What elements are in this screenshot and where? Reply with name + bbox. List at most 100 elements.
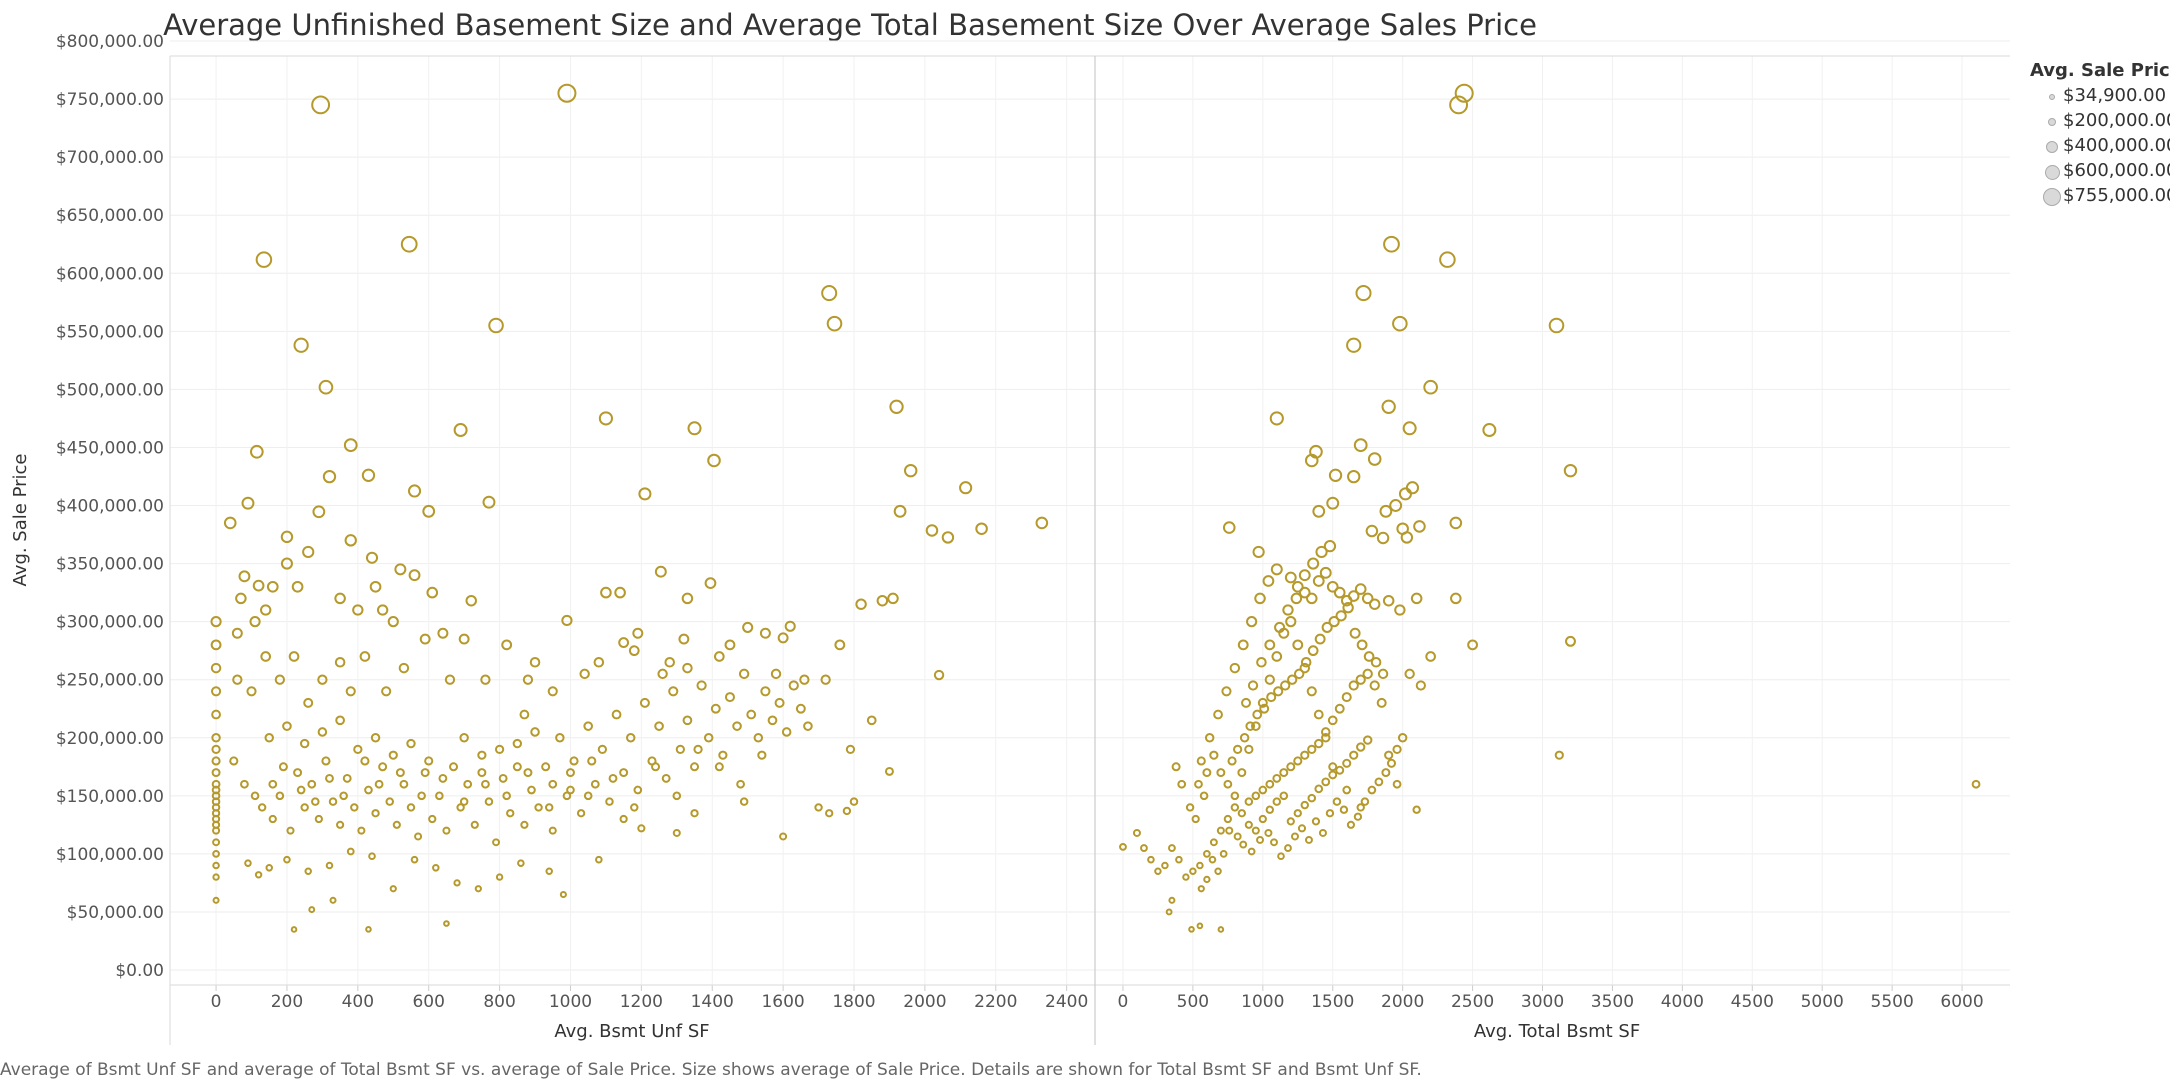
scatter-point[interactable] <box>249 444 264 459</box>
scatter-point[interactable] <box>212 826 221 835</box>
scatter-point[interactable] <box>1332 797 1342 806</box>
scatter-point[interactable] <box>1270 563 1283 576</box>
scatter-point[interactable] <box>1189 867 1197 876</box>
scatter-point[interactable] <box>1257 697 1268 708</box>
scatter-point[interactable] <box>1307 557 1320 570</box>
scatter-point[interactable] <box>1264 828 1273 837</box>
scatter-point[interactable] <box>1449 95 1469 115</box>
scatter-point[interactable] <box>345 686 356 697</box>
scatter-point[interactable] <box>1227 756 1237 766</box>
scatter-point[interactable] <box>710 703 721 714</box>
scatter-point[interactable] <box>825 809 834 818</box>
scatter-point[interactable] <box>283 855 291 864</box>
scatter-point[interactable] <box>211 768 221 778</box>
scatter-point[interactable] <box>545 867 553 876</box>
scatter-point[interactable] <box>1245 721 1256 731</box>
scatter-point[interactable] <box>600 586 612 599</box>
scatter-point[interactable] <box>1274 621 1286 633</box>
scatter-point[interactable] <box>1400 531 1414 544</box>
scatter-point[interactable] <box>1279 768 1289 778</box>
scatter-point[interactable] <box>260 651 272 662</box>
scatter-point[interactable] <box>336 820 345 829</box>
scatter-point[interactable] <box>884 766 894 776</box>
scatter-point[interactable] <box>420 768 430 778</box>
scatter-point[interactable] <box>1161 861 1169 870</box>
scatter-point[interactable] <box>1237 809 1247 818</box>
scatter-point[interactable] <box>545 803 554 812</box>
scatter-point[interactable] <box>562 791 572 801</box>
scatter-point[interactable] <box>1237 768 1247 778</box>
scatter-point[interactable] <box>266 580 279 593</box>
scatter-point[interactable] <box>1300 800 1309 810</box>
scatter-point[interactable] <box>1349 627 1361 639</box>
scatter-point[interactable] <box>520 820 529 829</box>
scatter-point[interactable] <box>1177 779 1187 789</box>
scatter-point[interactable] <box>325 773 334 783</box>
scatter-point[interactable] <box>1229 662 1241 674</box>
scatter-point[interactable] <box>406 738 416 749</box>
scatter-point[interactable] <box>1439 251 1456 268</box>
scatter-point[interactable] <box>311 797 320 806</box>
scatter-point[interactable] <box>1264 674 1275 685</box>
scatter-point[interactable] <box>933 669 945 681</box>
scatter-point[interactable] <box>632 627 644 639</box>
scatter-point[interactable] <box>781 727 792 737</box>
scatter-point[interactable] <box>866 715 877 726</box>
scatter-point[interactable] <box>628 645 640 657</box>
scatter-point[interactable] <box>312 505 326 519</box>
scatter-point[interactable] <box>517 859 525 867</box>
scatter-point[interactable] <box>502 791 511 801</box>
scatter-point[interactable] <box>638 487 652 501</box>
scatter-point[interactable] <box>681 592 694 605</box>
scatter-point[interactable] <box>1258 785 1268 795</box>
scatter-point[interactable] <box>235 592 247 605</box>
scatter-point[interactable] <box>784 620 796 632</box>
scatter-point[interactable] <box>519 709 530 720</box>
scatter-point[interactable] <box>1286 762 1296 772</box>
scatter-point[interactable] <box>618 637 630 648</box>
scatter-point[interactable] <box>704 577 717 589</box>
scatter-point[interactable] <box>559 890 567 899</box>
scatter-point[interactable] <box>760 686 771 697</box>
scatter-point[interactable] <box>1318 828 1327 837</box>
scatter-point[interactable] <box>255 251 273 268</box>
scatter-point[interactable] <box>1402 421 1417 436</box>
scatter-point[interactable] <box>488 317 504 334</box>
scatter-point[interactable] <box>1119 842 1127 851</box>
scatter-point[interactable] <box>1256 835 1264 844</box>
scatter-point[interactable] <box>374 779 384 789</box>
scatter-point[interactable] <box>746 709 757 720</box>
scatter-point[interactable] <box>264 733 274 743</box>
scatter-point[interactable] <box>459 733 469 743</box>
scatter-point[interactable] <box>422 504 436 518</box>
scatter-point[interactable] <box>357 826 366 835</box>
scatter-point[interactable] <box>1258 814 1267 824</box>
scatter-point[interactable] <box>1328 616 1340 628</box>
scatter-point[interactable] <box>1277 852 1285 861</box>
scatter-point[interactable] <box>344 534 357 547</box>
scatter-point[interactable] <box>583 721 594 731</box>
scatter-point[interactable] <box>1290 832 1299 841</box>
scatter-point[interactable] <box>1341 692 1352 703</box>
scatter-point[interactable] <box>1251 721 1261 731</box>
scatter-point[interactable] <box>753 733 764 743</box>
scatter-point[interactable] <box>477 768 487 778</box>
scatter-point[interactable] <box>406 803 416 812</box>
scatter-point[interactable] <box>1363 735 1373 745</box>
scatter-point[interactable] <box>1035 516 1049 530</box>
scatter-point[interactable] <box>435 791 444 801</box>
scatter-point[interactable] <box>1293 668 1305 680</box>
scatter-point[interactable] <box>1314 633 1326 645</box>
scatter-point[interactable] <box>210 662 222 674</box>
scatter-point[interactable] <box>211 733 221 743</box>
scatter-point[interactable] <box>732 721 742 731</box>
scatter-point[interactable] <box>1319 566 1332 579</box>
scatter-point[interactable] <box>1216 826 1225 835</box>
scatter-point[interactable] <box>555 733 565 743</box>
scatter-point[interactable] <box>1563 463 1578 478</box>
scatter-point[interactable] <box>280 530 294 544</box>
scatter-point[interactable] <box>317 674 328 685</box>
scatter-point[interactable] <box>626 733 636 743</box>
scatter-point[interactable] <box>893 504 907 518</box>
scatter-point[interactable] <box>365 926 372 933</box>
